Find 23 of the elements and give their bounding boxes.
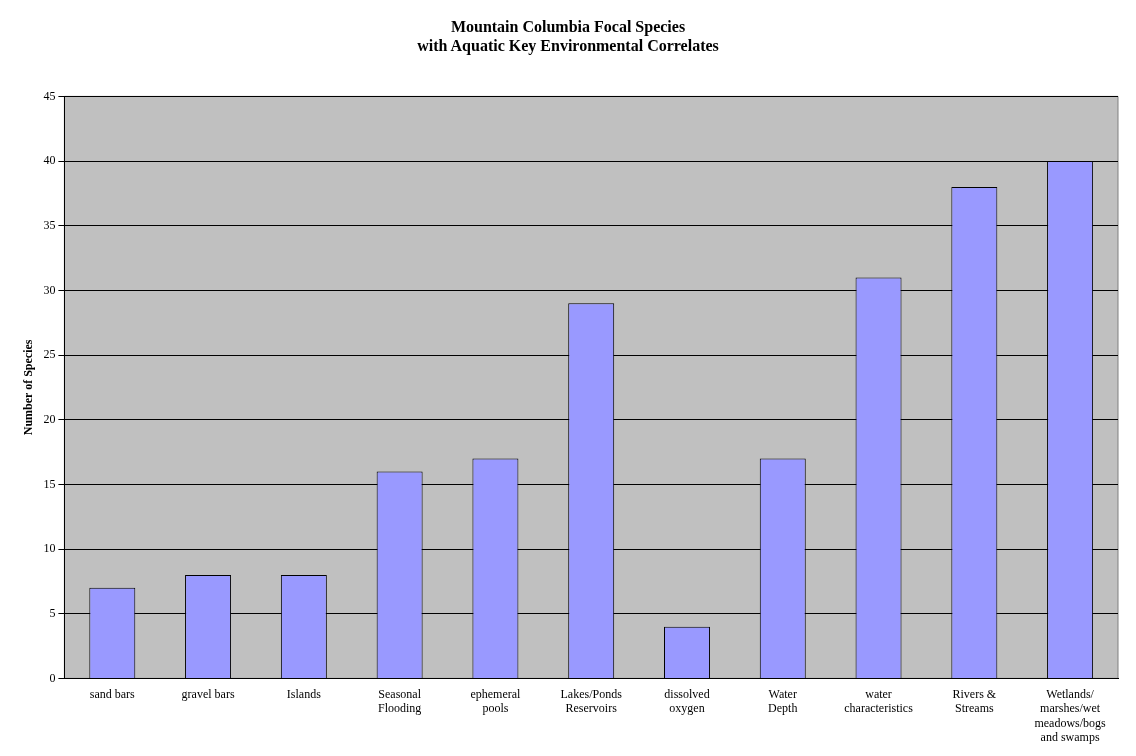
y-tick-label: 20	[43, 411, 56, 426]
x-tick-label: ephemeral pools	[470, 686, 522, 716]
x-tick-label: sand bars	[89, 686, 136, 701]
y-tick-label: 25	[43, 347, 56, 362]
y-tick-label: 40	[43, 153, 56, 168]
x-tick-label: Seasonal Flooding	[377, 686, 422, 716]
y-tick-label: 15	[43, 476, 56, 491]
y-tick-label: 0	[49, 670, 56, 685]
x-tick-label: Water Depth	[768, 686, 798, 716]
y-tick-label: 10	[43, 541, 56, 556]
y-tick-label: 45	[43, 88, 56, 103]
chart-title: Mountain Columbia Focal Species with Aquatic Key Environmental Correlates	[417, 17, 719, 55]
y-tick-label: 35	[43, 217, 56, 232]
x-tick-label: Wetlands/ marshes/wet meadows/bogs and swamps	[1034, 686, 1107, 744]
y-tick-label: 5	[49, 605, 56, 620]
x-tick-label: Islands	[286, 686, 322, 701]
x-tick-label: Lakes/Ponds Reservoirs	[560, 686, 623, 716]
y-axis-title: Number of Species	[21, 339, 36, 436]
x-tick-label: Rivers & Streams	[952, 686, 997, 716]
x-tick-label: gravel bars	[181, 686, 235, 701]
y-tick-label: 30	[43, 282, 56, 297]
x-tick-label: dissolved oxygen	[664, 686, 710, 716]
x-tick-label: water characteristics	[844, 686, 914, 716]
